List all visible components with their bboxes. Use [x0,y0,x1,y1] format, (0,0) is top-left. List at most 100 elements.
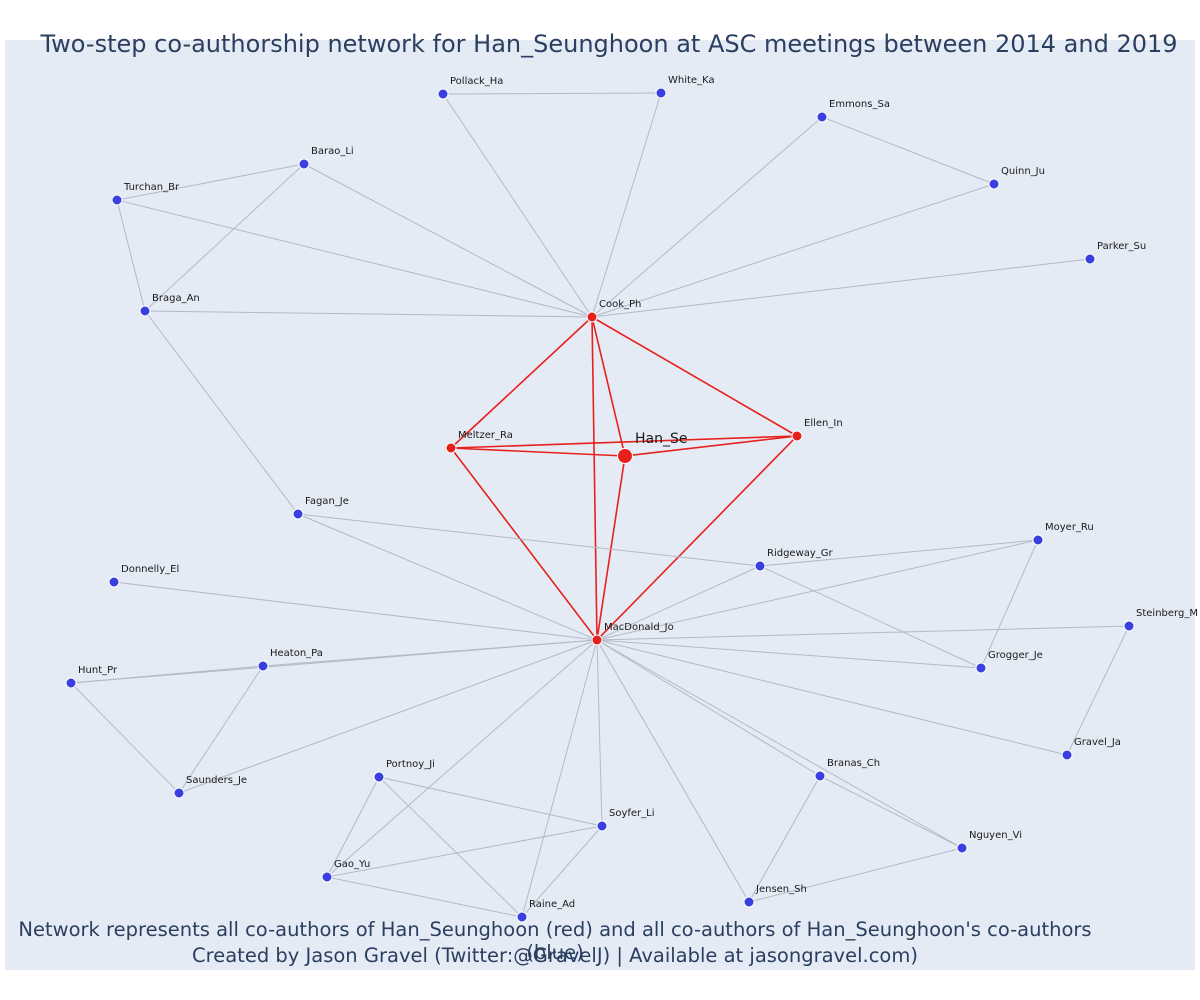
chart-title: Two-step co-authorship network for Han_S… [40,30,1178,58]
node-label-gravel-ja: Gravel_Ja [1074,737,1121,748]
edge-cook-ph-quinn-ju [591,183,995,318]
node-label-nguyen-vi: Nguyen_Vi [969,830,1022,841]
node-label-moyer-ru: Moyer_Ru [1045,522,1094,533]
node-label-raine-ad: Raine_Ad [529,899,575,910]
edge-cook-ph-turchan-br [116,199,593,318]
node-label-pollack-ha: Pollack_Ha [450,76,503,87]
node-parker-su[interactable] [1084,253,1096,265]
node-grogger-je[interactable] [975,662,987,674]
edge-macdonald-jo-branas-ch [596,639,821,777]
node-label-hunt-pr: Hunt_Pr [78,665,118,676]
edge-turchan-br-braga-an [116,199,146,312]
node-braga-an[interactable] [139,305,151,317]
edge-macdonald-jo-jensen-sh [596,639,750,903]
node-label-gao-yu: Gao_Yu [334,859,370,870]
edge-cook-ph-meltzer-ra [450,316,593,449]
node-gravel-ja[interactable] [1061,749,1073,761]
node-jensen-sh[interactable] [743,896,755,908]
edge-branas-ch-jensen-sh [748,775,821,903]
node-fagan-je[interactable] [292,508,304,520]
node-ellen-in[interactable] [791,430,803,442]
node-emmons-sa[interactable] [816,111,828,123]
edge-cook-ph-emmons-sa [591,116,823,318]
edge-ellen-in-macdonald-jo [596,435,798,641]
edge-gao-yu-soyfer-li [326,825,603,878]
edge-macdonald-jo-donnelly-el [113,581,598,641]
edge-macdonald-jo-soyfer-li [596,639,603,827]
node-raine-ad[interactable] [516,911,528,923]
node-label-branas-ch: Branas_Ch [827,758,880,769]
edge-macdonald-jo-ridgeway-gr [596,565,761,641]
edge-gao-yu-raine-ad [326,876,523,918]
edge-cook-ph-ellen-in [591,316,798,437]
edge-pollack-ha-white-ka [442,92,662,95]
edge-macdonald-jo-saunders-je [178,639,598,794]
node-label-heaton-pa: Heaton_Pa [270,648,323,659]
node-barao-li[interactable] [298,158,310,170]
node-label-ridgeway-gr: Ridgeway_Gr [767,548,834,559]
node-white-ka[interactable] [655,87,667,99]
edge-han-se-cook-ph [591,316,626,457]
edge-branas-ch-nguyen-vi [819,775,963,849]
node-label-soyfer-li: Soyfer_Li [609,808,655,819]
node-han-se[interactable] [617,448,633,464]
edge-macdonald-jo-moyer-ru [596,539,1039,641]
edge-turchan-br-barao-li [116,163,305,201]
node-pollack-ha[interactable] [437,88,449,100]
node-meltzer-ra[interactable] [445,442,457,454]
node-nguyen-vi[interactable] [956,842,968,854]
node-turchan-br[interactable] [111,194,123,206]
node-soyfer-li[interactable] [596,820,608,832]
edge-portnoy-ji-soyfer-li [378,776,603,827]
edge-macdonald-jo-hunt-pr [70,639,598,684]
node-moyer-ru[interactable] [1032,534,1044,546]
node-label-parker-su: Parker_Su [1097,241,1146,252]
node-label-ellen-in: Ellen_In [804,418,843,429]
edge-heaton-pa-hunt-pr [70,665,264,684]
edge-barao-li-braga-an [144,163,305,312]
plot-area [5,40,1195,970]
node-heaton-pa[interactable] [257,660,269,672]
edge-hunt-pr-saunders-je [70,682,180,794]
node-label-quinn-ju: Quinn_Ju [1001,166,1045,177]
node-label-fagan-je: Fagan_Je [305,496,349,507]
node-label-barao-li: Barao_Li [311,146,354,157]
node-label-grogger-je: Grogger_Je [988,650,1043,661]
node-label-braga-an: Braga_An [152,293,200,304]
edge-han-se-ellen-in [624,435,798,457]
footer-caption-line1: Network represents all co-authors of Han… [18,918,1092,964]
edge-jensen-sh-nguyen-vi [748,847,963,903]
edge-portnoy-ji-raine-ad [378,776,523,918]
edge-heaton-pa-saunders-je [178,665,264,794]
node-quinn-ju[interactable] [988,178,1000,190]
node-label-macdonald-jo: MacDonald_Jo [604,622,674,633]
node-saunders-je[interactable] [173,787,185,799]
edge-macdonald-jo-gravel-ja [596,639,1068,756]
node-donnelly-el[interactable] [108,576,120,588]
footer-caption-line2: Created by Jason Gravel (Twitter:@Gravel… [192,944,918,967]
edge-fagan-je-ridgeway-gr [297,513,761,567]
node-label-han-se: Han_Se [635,431,687,447]
node-ridgeway-gr[interactable] [754,560,766,572]
edge-braga-an-fagan-je [144,310,299,515]
edge-fagan-je-macdonald-jo [297,513,598,641]
edge-soyfer-li-raine-ad [521,825,603,918]
node-macdonald-jo[interactable] [591,634,603,646]
node-cook-ph[interactable] [586,311,598,323]
node-label-white-ka: White_Ka [668,75,715,86]
edge-macdonald-jo-nguyen-vi [596,639,963,849]
node-label-cook-ph: Cook_Ph [599,299,641,310]
node-hunt-pr[interactable] [65,677,77,689]
edge-macdonald-jo-grogger-je [596,639,982,669]
node-steinberg-m[interactable] [1123,620,1135,632]
node-branas-ch[interactable] [814,770,826,782]
edge-ridgeway-gr-moyer-ru [759,539,1039,567]
node-gao-yu[interactable] [321,871,333,883]
edge-cook-ph-barao-li [303,163,593,318]
edge-han-se-meltzer-ra [450,447,626,457]
node-label-portnoy-ji: Portnoy_Ji [386,759,435,770]
edge-cook-ph-macdonald-jo [591,316,598,641]
node-portnoy-ji[interactable] [373,771,385,783]
edge-macdonald-jo-steinberg-m [596,625,1130,641]
